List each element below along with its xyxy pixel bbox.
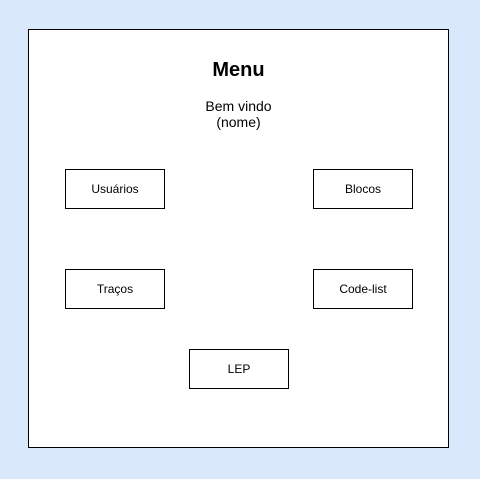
lep-button[interactable]: LEP xyxy=(189,349,289,389)
usuarios-button[interactable]: Usuários xyxy=(65,169,165,209)
menu-panel: Menu Bem vindo (nome) Usuários Blocos Tr… xyxy=(28,29,449,448)
menu-title: Menu xyxy=(212,59,265,81)
welcome-line-1: Bem vindo xyxy=(205,98,272,114)
tracos-button[interactable]: Traços xyxy=(65,269,165,309)
welcome-message: Bem vindo (nome) xyxy=(29,98,448,130)
code-list-button[interactable]: Code-list xyxy=(313,269,413,309)
blocos-button[interactable]: Blocos xyxy=(313,169,413,209)
welcome-line-2: (nome) xyxy=(216,114,261,130)
